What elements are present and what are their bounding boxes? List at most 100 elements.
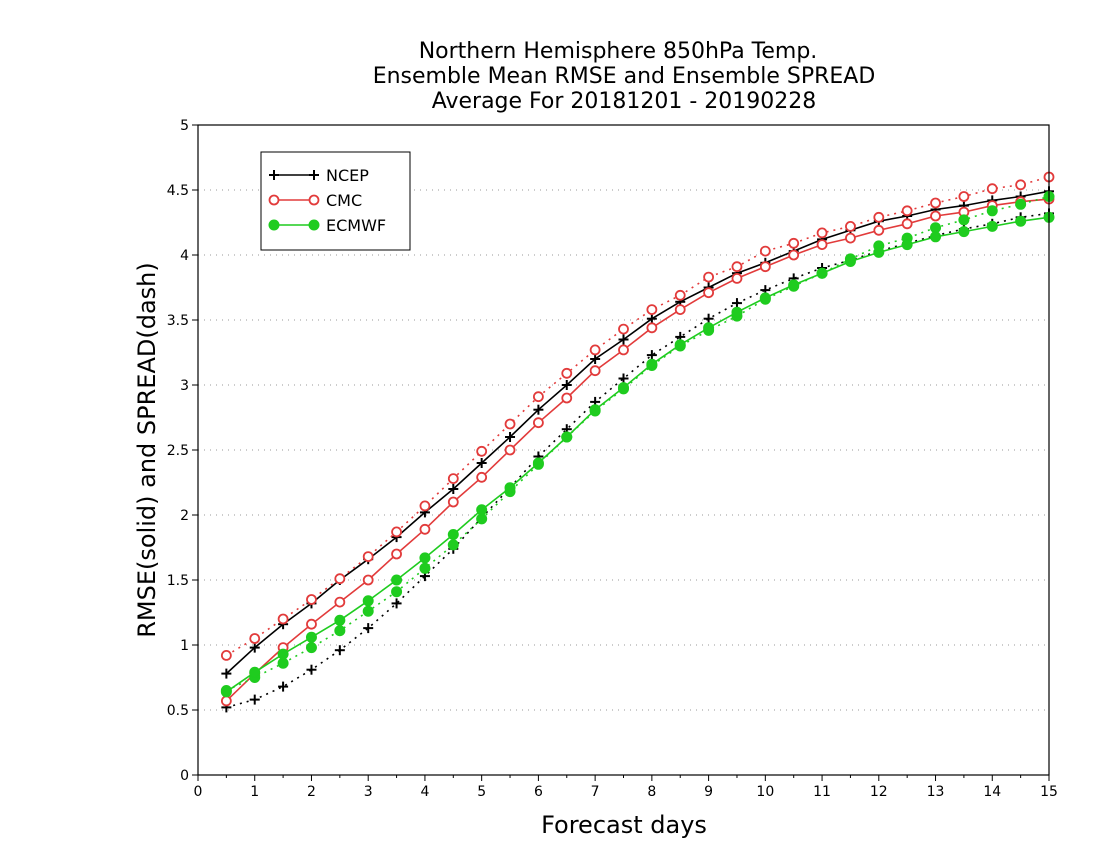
ncep-rmse-point	[505, 432, 516, 442]
axis-ticks: 00.511.522.533.544.550 1 2 3 4 5 6 7 8 9 10 11 12 13 1…	[167, 118, 1058, 800]
y-tick-label: 3	[180, 378, 189, 394]
ncep-spread-point	[278, 681, 289, 692]
ecmwf-rmse-point	[476, 504, 488, 516]
cmc-spread-point	[391, 526, 402, 538]
cmc-spread-point	[504, 418, 516, 430]
x-tick-label: 15	[1040, 784, 1058, 800]
ecmwf-spread-point	[334, 625, 346, 637]
legend-marker-ecmwf	[268, 219, 280, 231]
cmc-spread-point	[958, 191, 970, 202]
legend-marker-cmc	[308, 194, 320, 206]
cmc-rmse-point	[476, 471, 488, 483]
cmc-spread-point	[334, 573, 346, 585]
y-axis-title: RMSE(solid) and SPREAD(dash)	[133, 262, 161, 638]
cmc-spread-point	[646, 304, 658, 316]
cmc-spread-point	[845, 220, 856, 232]
ecmwf-rmse-point	[646, 358, 658, 370]
x-tick-label: 8	[647, 784, 656, 800]
cmc-rmse-point	[759, 261, 771, 273]
x-tick-label: 10	[756, 784, 774, 800]
ncep-spread-point	[363, 623, 374, 634]
ecmwf-spread-point	[930, 222, 942, 234]
ecmwf-rmse-point	[589, 404, 601, 416]
ecmwf-rmse-point	[334, 614, 346, 626]
y-tick-label: 5	[180, 118, 189, 134]
y-tick-label: 4	[180, 248, 189, 264]
ecmwf-spread-point	[419, 562, 431, 574]
ecmwf-rmse-point	[532, 457, 544, 469]
legend-marker-ecmwf	[308, 219, 320, 231]
ecmwf-rmse-point	[618, 382, 629, 394]
cmc-rmse-point	[419, 523, 431, 535]
ecmwf-rmse-point	[788, 279, 800, 291]
ecmwf-rmse-point	[731, 306, 743, 318]
cmc-rmse-point	[306, 618, 317, 630]
cmc-rmse-point	[731, 272, 743, 284]
cmc-rmse-point	[930, 210, 941, 222]
y-tick-label: 1	[180, 638, 189, 654]
cmc-spread-point	[277, 613, 289, 625]
cmc-spread-point	[447, 473, 459, 485]
cmc-rmse-point	[703, 287, 714, 299]
ecmwf-spread-point	[391, 586, 403, 598]
ncep-spread-point	[249, 694, 260, 705]
cmc-rmse-point	[504, 444, 516, 456]
cmc-spread-point	[618, 323, 629, 335]
ecmwf-rmse-point	[1015, 215, 1027, 227]
cmc-rmse-point	[447, 496, 459, 508]
cmc-rmse-point	[533, 417, 544, 429]
cmc-spread-point	[788, 237, 800, 249]
cmc-rmse-point	[220, 695, 232, 707]
x-tick-label: 1	[250, 784, 259, 800]
cmc-spread-point	[703, 271, 714, 283]
legend-label-ecmwf: ECMWF	[326, 216, 386, 235]
ncep-rmse-point	[590, 354, 601, 364]
ecmwf-rmse-line	[225, 216, 1050, 693]
legend-marker-ncep	[269, 170, 279, 180]
ecmwf-rmse-point	[759, 292, 771, 304]
ecmwf-rmse-point	[703, 322, 715, 334]
cmc-spread-point	[306, 594, 317, 605]
ncep-spread-line	[226, 212, 1050, 709]
ecmwf-spread-point	[362, 605, 374, 617]
cmc-spread-point	[674, 289, 686, 301]
ncep-spread-point	[731, 298, 742, 309]
cmc-spread-point	[362, 551, 374, 562]
x-tick-label: 6	[534, 784, 543, 800]
ecmwf-rmse-point	[986, 220, 998, 232]
ncep-rmse-point	[561, 380, 572, 390]
ncep-rmse-point	[646, 313, 657, 324]
ecmwf-rmse-point	[561, 431, 573, 443]
x-tick-label: 11	[813, 784, 831, 800]
y-tick-label: 0.5	[167, 703, 189, 719]
legend-label-ncep: NCEP	[326, 166, 369, 185]
ecmwf-rmse-point	[816, 267, 828, 279]
y-tick-label: 0	[180, 768, 189, 784]
cmc-spread-point	[930, 197, 941, 209]
ecmwf-rmse-point	[249, 666, 261, 678]
x-tick-label: 0	[194, 784, 203, 800]
ecmwf-spread-point	[1015, 198, 1027, 210]
cmc-rmse-point	[334, 596, 346, 608]
ecmwf-spread-point	[447, 539, 459, 551]
cmc-rmse-point	[873, 224, 885, 236]
legend-marker-cmc	[268, 194, 280, 206]
ecmwf-rmse-point	[844, 256, 856, 267]
ecmwf-rmse-point	[277, 648, 289, 660]
cmc-rmse-point	[391, 548, 402, 560]
legend-marker-ncep	[309, 170, 319, 180]
ncep-rmse-point	[249, 642, 260, 653]
ecmwf-rmse-point	[930, 231, 942, 243]
ecmwf-rmse-point	[901, 239, 913, 251]
cmc-rmse-point	[845, 232, 856, 244]
x-tick-label: 5	[477, 784, 486, 800]
ecmwf-rmse-point	[504, 482, 516, 494]
ecmwf-rmse-point	[305, 631, 317, 643]
cmc-rmse-point	[788, 249, 800, 261]
x-tick-label: 2	[307, 784, 316, 800]
ecmwf-spread-point	[986, 205, 998, 217]
ncep-rmse-point	[618, 334, 629, 345]
ecmwf-spread-line	[226, 195, 1050, 692]
legend-label-cmc: CMC	[326, 191, 362, 210]
